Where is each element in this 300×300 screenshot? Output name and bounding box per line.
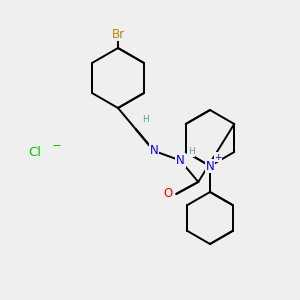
Text: H: H bbox=[188, 147, 195, 156]
Text: Cl: Cl bbox=[28, 146, 41, 158]
Text: N: N bbox=[150, 144, 158, 158]
Text: −: − bbox=[52, 140, 62, 152]
Text: O: O bbox=[164, 188, 173, 200]
Text: N: N bbox=[176, 154, 185, 167]
Text: H: H bbox=[142, 115, 149, 124]
Text: N: N bbox=[206, 160, 214, 172]
Text: +: + bbox=[214, 152, 222, 161]
Text: Br: Br bbox=[111, 28, 124, 40]
